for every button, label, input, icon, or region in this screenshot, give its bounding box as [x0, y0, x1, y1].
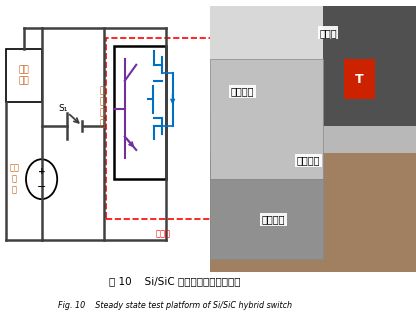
Bar: [106, 38, 220, 219]
Bar: [344, 59, 375, 99]
Text: 直流
电
源: 直流 电 源: [10, 164, 20, 195]
Bar: [210, 6, 416, 113]
Text: +: +: [38, 167, 45, 176]
Text: S₁: S₁: [59, 104, 68, 113]
Bar: [6, 49, 42, 102]
Text: −: −: [37, 182, 46, 192]
Bar: [210, 59, 323, 179]
Bar: [210, 179, 323, 259]
Bar: [210, 152, 416, 272]
Text: T: T: [355, 73, 364, 86]
Text: 混
合
器
件: 混 合 器 件: [100, 86, 105, 129]
Text: 恒温箱: 恒温箱: [156, 230, 171, 239]
Text: 电子
负载: 电子 负载: [19, 65, 29, 85]
Text: 辅助电源: 辅助电源: [231, 86, 254, 96]
Text: 图 10    Si/SiC 混合器件稳态测试平台: 图 10 Si/SiC 混合器件稳态测试平台: [109, 276, 240, 286]
Text: 恒温箱: 恒温箱: [319, 28, 337, 38]
Text: 直流电源: 直流电源: [262, 214, 285, 224]
Bar: [114, 46, 166, 179]
Text: Fig. 10    Steady state test platform of Si/SiC hybrid switch: Fig. 10 Steady state test platform of Si…: [58, 300, 292, 310]
Bar: [323, 6, 416, 126]
Text: 电子负载: 电子负载: [297, 156, 320, 166]
